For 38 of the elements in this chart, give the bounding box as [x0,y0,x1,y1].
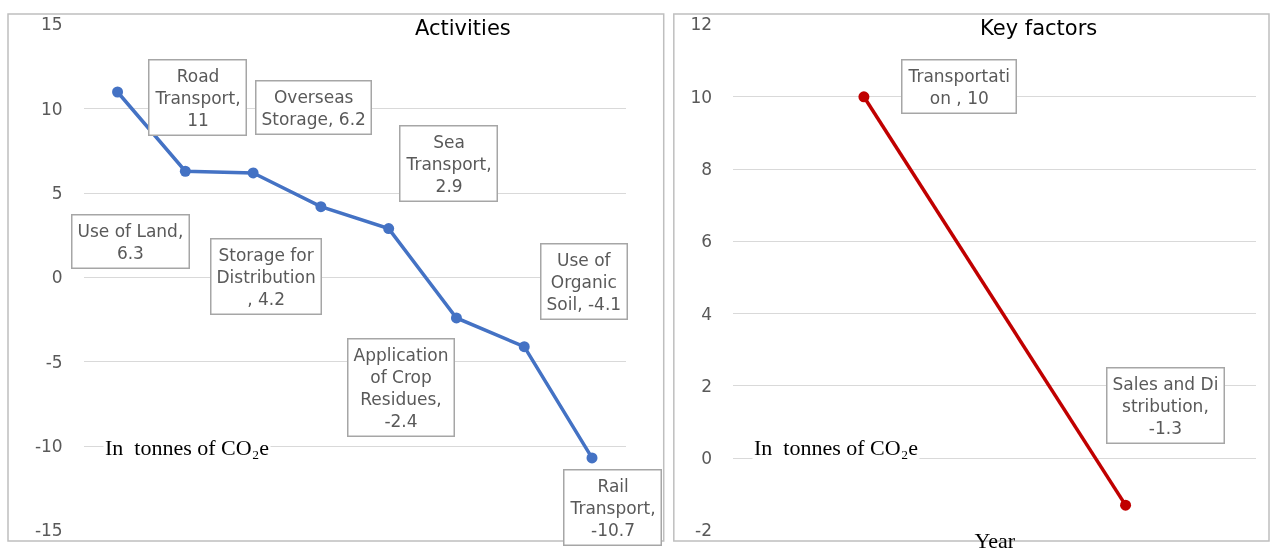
point [315,201,327,213]
y-tick-label: 10 [690,86,713,107]
y-tick-label: 12 [690,14,713,35]
y-tick-label: 6 [701,231,713,252]
point [112,86,124,98]
point [586,452,598,464]
y-tick-label: 5 [51,183,63,204]
annotation: In tonnes of CO₂e [754,435,919,460]
text: Application of Crop Residues, -2.4 [353,344,449,431]
text: Use of Organic Soil, -4.1 [546,249,622,314]
point [179,165,191,177]
x-axis-title: Year [974,528,1016,554]
y-tick-label: -10 [34,436,63,457]
y-tick-label: 15 [41,14,63,35]
text: Sea Transport, 2.9 [406,131,492,196]
text: Use of Land, 6.3 [77,220,184,263]
point [518,341,530,353]
text: Road Transport, 11 [155,65,241,130]
y-tick-label: 8 [701,159,713,180]
text: Transportation , 10 [908,65,1011,108]
y-tick-label: 0 [51,267,63,288]
y-tick-label: 2 [701,375,713,396]
text: Storage for Distribution , 4.2 [216,244,316,309]
y-tick-label: 0 [701,448,713,469]
chart-title: Activities [415,16,511,40]
point [383,223,395,235]
text: Rail Transport, -10.7 [570,475,656,540]
annotation: In tonnes of CO₂e [105,435,270,460]
y-tick-label: -5 [45,351,63,372]
text: Overseas Storage, 6.2 [261,86,366,129]
chart-title: Key factors [980,16,1098,40]
y-tick-label: -2 [695,520,713,541]
y-tick-label: 10 [41,98,63,119]
text: Sales and Distribution, -1.3 [1112,373,1219,438]
y-tick-label: 4 [701,303,713,324]
point [450,312,462,324]
point [247,167,259,179]
y-tick-label: -15 [34,520,63,541]
